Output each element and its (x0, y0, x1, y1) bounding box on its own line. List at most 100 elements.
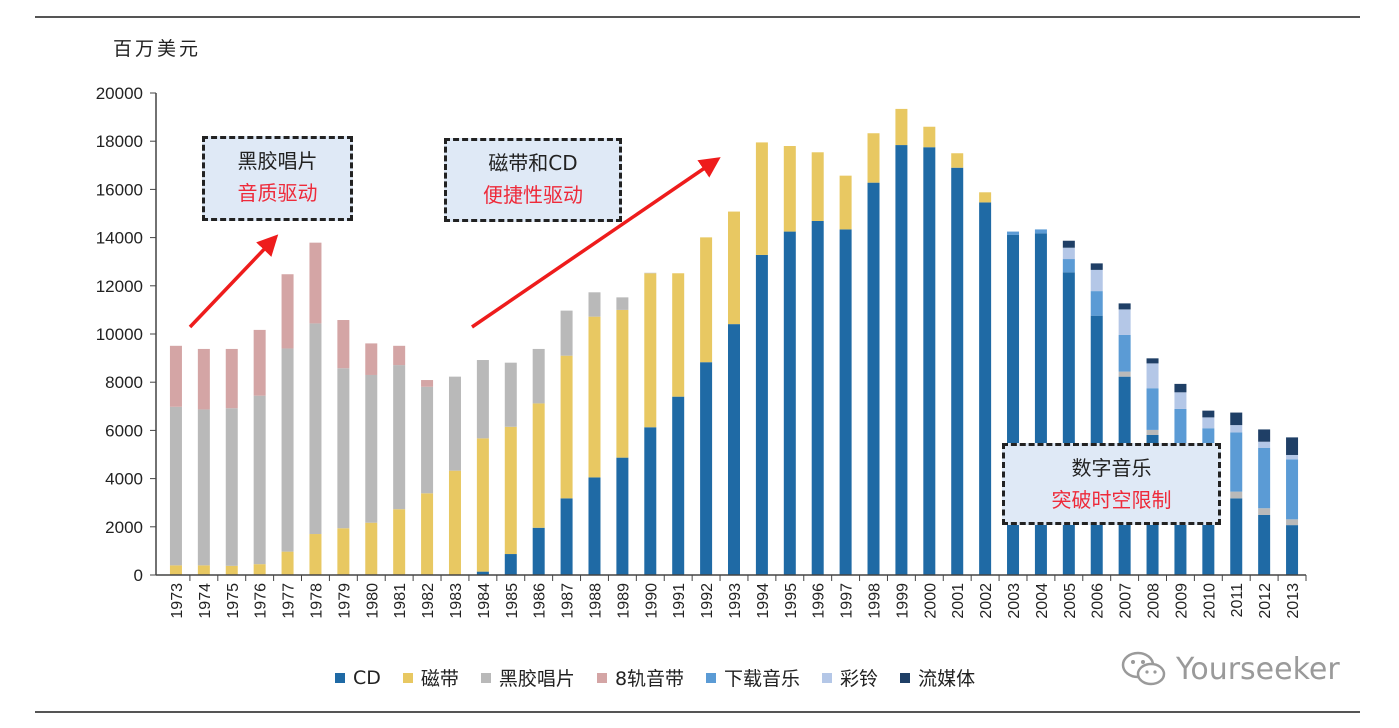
bar-segment-2000-磁带 (923, 126, 936, 148)
bar-segment-1988-磁带 (588, 316, 601, 478)
x-tick-label: 1984 (476, 583, 493, 619)
bar-segment-2011-CD (1230, 498, 1243, 575)
bar-segment-2009-流媒体 (1174, 383, 1187, 393)
annotation-tape-cd-title: 磁带和CD (488, 151, 578, 175)
legend-swatch (402, 672, 413, 683)
x-tick-label: 1983 (448, 583, 465, 619)
bar-segment-2002-CD (979, 202, 992, 575)
bar-segment-2005-下载音乐 (1062, 259, 1075, 273)
bar-segment-2000-CD (923, 147, 936, 575)
bar-segment-2010-彩铃 (1202, 417, 1215, 429)
bar-segment-2012-CD (1258, 514, 1271, 575)
x-tick-label: 1990 (643, 583, 660, 619)
bar-segment-1986-磁带 (532, 403, 545, 528)
legend-item: 8轨音带 (596, 664, 684, 691)
x-tick-label: 1996 (811, 583, 828, 619)
y-tick-label: 20000 (96, 84, 143, 103)
bar-segment-1982-8轨音带 (421, 380, 434, 387)
bar-segment-2009-彩铃 (1174, 392, 1187, 409)
x-tick-label: 2012 (1257, 583, 1274, 619)
legend: CD 磁带 黑胶唱片 8轨音带 下载音乐 彩铃 流媒体 (335, 664, 975, 691)
bar-segment-2008-彩铃 (1146, 363, 1159, 389)
bar-segment-1999-CD (895, 145, 908, 575)
legend-swatch (822, 672, 833, 683)
annotation-tape-cd: 磁带和CD 便捷性驱动 (444, 138, 622, 222)
x-tick-label: 2006 (1090, 583, 1107, 619)
x-tick-label: 1992 (699, 583, 716, 619)
bar-segment-2013-彩铃 (1286, 454, 1299, 460)
bar-segment-1979-磁带 (337, 528, 350, 575)
bar-segment-1999-磁带 (895, 108, 908, 146)
x-tick-label: 1998 (867, 583, 884, 619)
bar-segment-1978-8轨音带 (309, 242, 322, 324)
bar-segment-1976-黑胶唱片 (253, 395, 266, 565)
x-tick-label: 1975 (225, 583, 242, 619)
x-tick-label: 1988 (587, 583, 604, 619)
bar-segment-1982-磁带 (421, 493, 434, 575)
x-tick-label: 1989 (615, 583, 632, 619)
legend-label: 流媒体 (918, 668, 976, 690)
bar-segment-1995-CD (783, 231, 796, 575)
bar-segment-1977-黑胶唱片 (281, 348, 294, 552)
x-tick-label: 2008 (1146, 583, 1163, 619)
x-tick-label: 1977 (281, 583, 298, 619)
bar-segment-1984-磁带 (476, 438, 489, 572)
legend-item: CD (335, 664, 381, 691)
y-tick-label: 18000 (96, 132, 143, 151)
bar-segment-1988-CD (588, 477, 601, 575)
y-tick-label: 12000 (96, 277, 143, 296)
bar-segment-1998-CD (867, 182, 880, 576)
legend-item: 彩铃 (822, 664, 878, 691)
x-tick-label: 1993 (727, 583, 744, 619)
bar-segment-1973-磁带 (169, 565, 182, 575)
y-axis-unit-label: 百万美元 (113, 38, 202, 60)
top-rule (35, 16, 1360, 18)
y-tick-label: 8000 (105, 373, 143, 392)
legend-label: 磁带 (420, 668, 459, 690)
bar-segment-2010-流媒体 (1202, 410, 1215, 418)
bar-segment-1984-黑胶唱片 (476, 360, 489, 439)
x-tick-label: 1991 (671, 583, 688, 619)
bar-segment-1974-磁带 (197, 565, 210, 575)
trend-arrow-1 (188, 234, 279, 329)
annotation-vinyl-subtitle: 音质驱动 (237, 181, 318, 205)
bar-segment-1975-8轨音带 (225, 348, 238, 409)
bar-segment-2008-下载音乐 (1146, 388, 1159, 430)
wechat-icon (1121, 651, 1166, 686)
bar-segment-1977-磁带 (281, 551, 294, 575)
bar-segment-1975-黑胶唱片 (225, 408, 238, 566)
bar-segment-1974-黑胶唱片 (197, 409, 210, 566)
bar-segment-1981-8轨音带 (393, 345, 406, 366)
y-tick-label: 6000 (105, 421, 143, 440)
x-tick-label: 2005 (1062, 583, 1079, 619)
x-tick-label: 2010 (1201, 583, 1218, 619)
annotation-tape-cd-subtitle: 便捷性驱动 (483, 183, 583, 207)
bar-segment-1989-黑胶唱片 (616, 297, 629, 310)
watermark-text: Yourseeker (1176, 651, 1340, 687)
x-tick-label: 1986 (532, 583, 549, 619)
bar-segment-1989-CD (616, 457, 629, 575)
bar-segment-1991-CD (672, 396, 685, 575)
bar-segment-1976-磁带 (253, 564, 266, 575)
bar-segment-2011-彩铃 (1230, 425, 1243, 433)
x-tick-label: 1985 (504, 583, 521, 619)
bar-segment-1985-黑胶唱片 (504, 362, 517, 427)
bar-segment-2008-流媒体 (1146, 358, 1159, 364)
bar-segment-1973-黑胶唱片 (169, 406, 182, 566)
x-tick-label: 1982 (420, 583, 437, 619)
y-tick-label: 14000 (96, 229, 143, 248)
bar-segment-2006-流媒体 (1090, 263, 1103, 270)
bar-segment-1994-磁带 (755, 142, 768, 255)
bar-segment-1986-黑胶唱片 (532, 348, 545, 404)
x-tick-label: 1974 (197, 583, 214, 619)
bar-segment-1980-8轨音带 (365, 343, 378, 375)
x-tick-label: 2009 (1173, 583, 1190, 619)
annotation-digital: 数字音乐 突破时空限制 (1002, 443, 1221, 525)
legend-item: 磁带 (402, 664, 459, 691)
bar-segment-1982-黑胶唱片 (421, 386, 434, 494)
bar-segment-1995-磁带 (783, 146, 796, 232)
bar-segment-2012-黑胶唱片 (1258, 508, 1271, 515)
bar-segment-2006-下载音乐 (1090, 291, 1103, 316)
bar-segment-2001-CD (951, 167, 964, 575)
bar-segment-2011-黑胶唱片 (1230, 491, 1243, 499)
